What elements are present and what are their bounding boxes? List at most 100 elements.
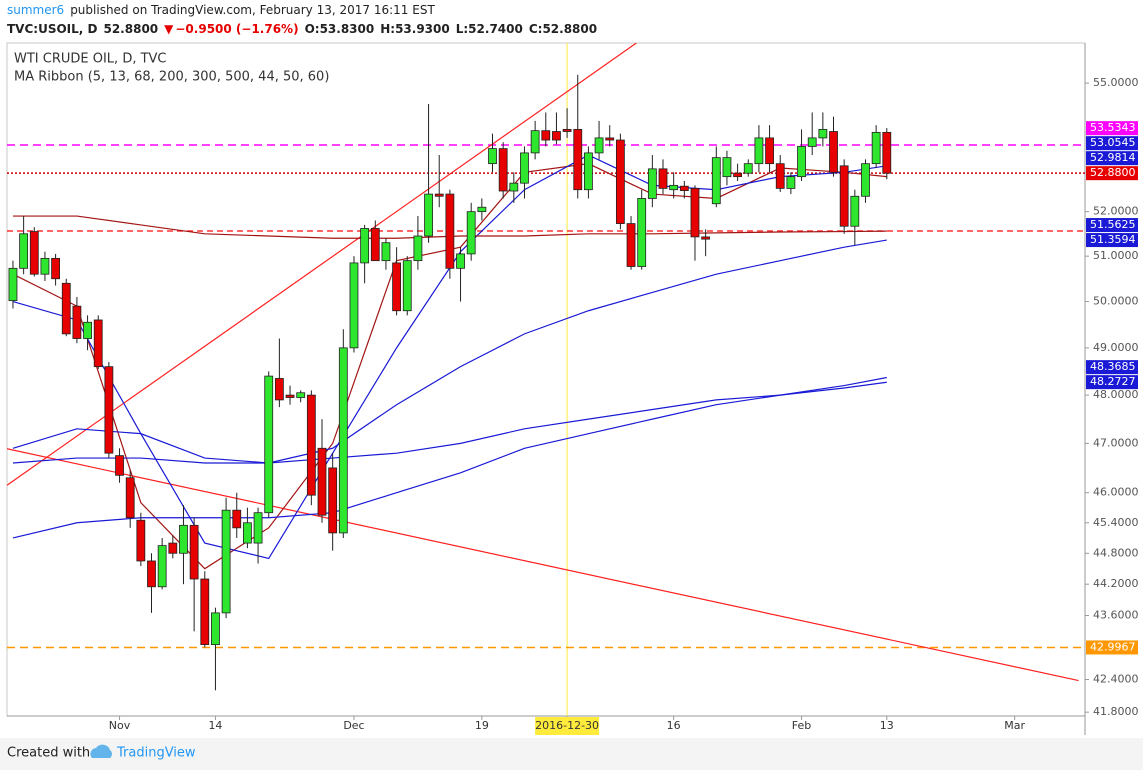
x-tick-highlight	[535, 717, 600, 735]
trend-line	[7, 448, 1079, 682]
author[interactable]: summer6	[7, 3, 65, 17]
candle-body	[594, 137, 604, 154]
candle-body	[456, 253, 465, 269]
price-label-box	[1086, 151, 1138, 166]
candle-body	[93, 319, 103, 368]
x-tick-label: 16	[667, 719, 681, 732]
candle-body	[296, 392, 306, 398]
candle-body	[498, 148, 508, 192]
candle-body	[520, 152, 529, 184]
footer-bar	[0, 738, 1143, 770]
candle-body	[743, 163, 753, 174]
candle-body	[647, 168, 657, 199]
candle-body	[488, 148, 497, 165]
y-tick-label: 45.4000	[1093, 516, 1139, 529]
chart-subtitle: MA Ribbon (5, 13, 68, 200, 300, 500, 44,…	[14, 70, 329, 85]
price-label-box	[1086, 233, 1138, 248]
price-label-box	[1086, 360, 1138, 375]
candle-body	[211, 612, 220, 646]
candle-body	[466, 211, 476, 255]
candle-body	[83, 321, 92, 339]
moving-average	[12, 376, 887, 539]
candle-body	[168, 542, 178, 554]
price-label: 52.8800	[1090, 166, 1136, 179]
candle-body	[701, 236, 711, 240]
price-label: 42.9967	[1090, 640, 1136, 653]
candle-body	[179, 524, 188, 554]
candle-body	[221, 509, 231, 614]
candle-body	[690, 188, 700, 238]
candle-body	[605, 137, 615, 141]
candle-body	[29, 231, 39, 275]
candle-body	[541, 130, 551, 141]
footer-brand[interactable]: TradingView	[116, 746, 196, 761]
price-label-box	[1086, 136, 1138, 151]
moving-average	[12, 215, 887, 239]
candle-body	[775, 163, 785, 189]
candle-body	[839, 165, 849, 227]
candle-body	[51, 258, 60, 280]
candle-body	[818, 128, 828, 139]
plot-area	[6, 42, 1086, 717]
candle-body	[765, 137, 774, 165]
candle-body	[786, 176, 796, 189]
candle-body	[370, 228, 380, 262]
plot-layer	[7, 43, 1085, 716]
candle-body	[562, 128, 572, 132]
candle-body	[615, 139, 625, 224]
candle-body	[125, 477, 135, 519]
candle-body	[285, 394, 295, 398]
x-tick-label: Feb	[792, 719, 811, 732]
y-tick-label: 46.0000	[1093, 486, 1139, 499]
candle-body	[711, 157, 721, 205]
candle-body	[882, 131, 892, 174]
candle-body	[552, 131, 561, 141]
candle-body	[477, 206, 487, 213]
candle-body	[306, 394, 316, 496]
candle-body	[509, 182, 519, 192]
candle-body	[243, 522, 252, 544]
candle-body	[264, 375, 274, 514]
ohlc-low: L:52.7400	[455, 22, 523, 36]
x-tick-label: Dec	[343, 719, 364, 732]
candle-body	[530, 130, 540, 154]
published: published on TradingView.com, February 1…	[70, 3, 435, 17]
candle-body	[637, 198, 647, 267]
candle-body	[72, 305, 82, 339]
candle-body	[402, 260, 412, 312]
candle-body	[797, 146, 806, 178]
candle-body	[328, 467, 338, 534]
candle-body	[104, 366, 114, 454]
y-tick-label: 50.0000	[1093, 295, 1139, 308]
candle-body	[189, 524, 199, 580]
candle-body	[381, 242, 391, 262]
x-tick-label: 14	[208, 719, 222, 732]
x-tick-label: Mar	[1004, 719, 1025, 732]
price-label-box	[1086, 640, 1138, 655]
x-tick-label: 13	[880, 719, 894, 732]
candle-body	[40, 258, 50, 275]
header-line: summer6 published on TradingView.com, Fe…	[7, 3, 435, 17]
symbol: TVC:USOIL, D	[7, 22, 98, 36]
candle-body	[200, 578, 210, 646]
y-tick-label: 52.0000	[1093, 205, 1139, 218]
candle-body	[829, 131, 838, 173]
candle-body	[317, 447, 327, 516]
x-tick-label: 19	[475, 719, 489, 732]
candle-body	[61, 282, 71, 335]
candle-body	[658, 168, 668, 189]
candle-body	[722, 157, 732, 178]
candle-body	[413, 235, 423, 262]
candle-body	[573, 128, 583, 191]
y-tick-label: 44.2000	[1093, 577, 1139, 590]
y-tick-label: 47.0000	[1093, 436, 1139, 449]
candle-body	[754, 137, 764, 165]
y-tick-label: 41.8000	[1093, 705, 1139, 718]
y-tick-label: 43.6000	[1093, 609, 1139, 622]
candle-body	[445, 193, 455, 269]
candle-body	[274, 378, 284, 401]
candle-body	[392, 262, 401, 312]
y-tick-label: 51.0000	[1093, 249, 1139, 262]
